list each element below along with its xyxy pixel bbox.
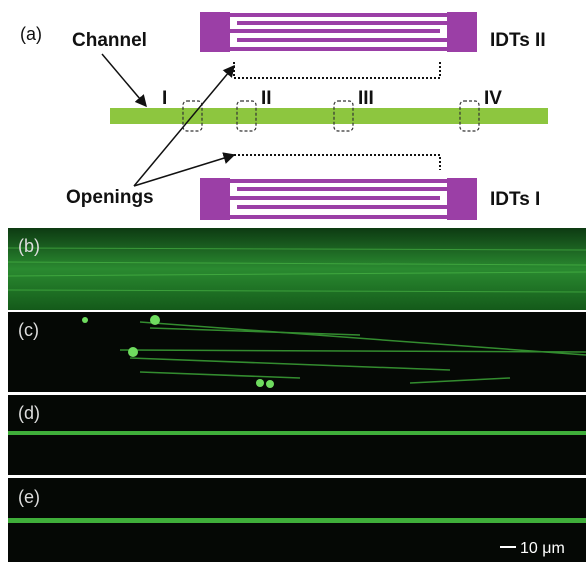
panel-label: (a): [20, 24, 42, 44]
panel-e: (e) 10 μm: [8, 478, 586, 562]
panel-label: (c): [18, 320, 39, 340]
region-label: III: [358, 88, 374, 109]
panel-a: (a) I II III IV Channel IDTs II Openings…: [20, 12, 548, 220]
idts-top-label: IDTs II: [490, 30, 546, 51]
panel-label: (b): [18, 236, 40, 256]
panel-label: (e): [18, 487, 40, 507]
figure: (a) I II III IV Channel IDTs II Openings…: [0, 0, 586, 562]
region-label: II: [261, 88, 272, 109]
panel-label: (d): [18, 403, 40, 423]
page: (a) I II III IV Channel IDTs II Openings…: [0, 0, 586, 562]
opening-top: [234, 62, 440, 78]
region-label: IV: [484, 88, 502, 109]
panel-d: (d): [8, 395, 586, 475]
region-label: I: [162, 88, 167, 109]
panel-c: (c): [8, 312, 586, 392]
opening-bottom: [234, 155, 440, 170]
channel-label: Channel: [72, 30, 147, 51]
idts-bottom-label: IDTs I: [490, 189, 540, 210]
scale-bar-label: 10 μm: [520, 540, 565, 557]
idt-top: [200, 12, 477, 52]
idt-bottom: [200, 178, 477, 220]
openings-label: Openings: [66, 187, 154, 208]
panel-b: (b): [8, 228, 586, 310]
channel: [110, 108, 548, 124]
